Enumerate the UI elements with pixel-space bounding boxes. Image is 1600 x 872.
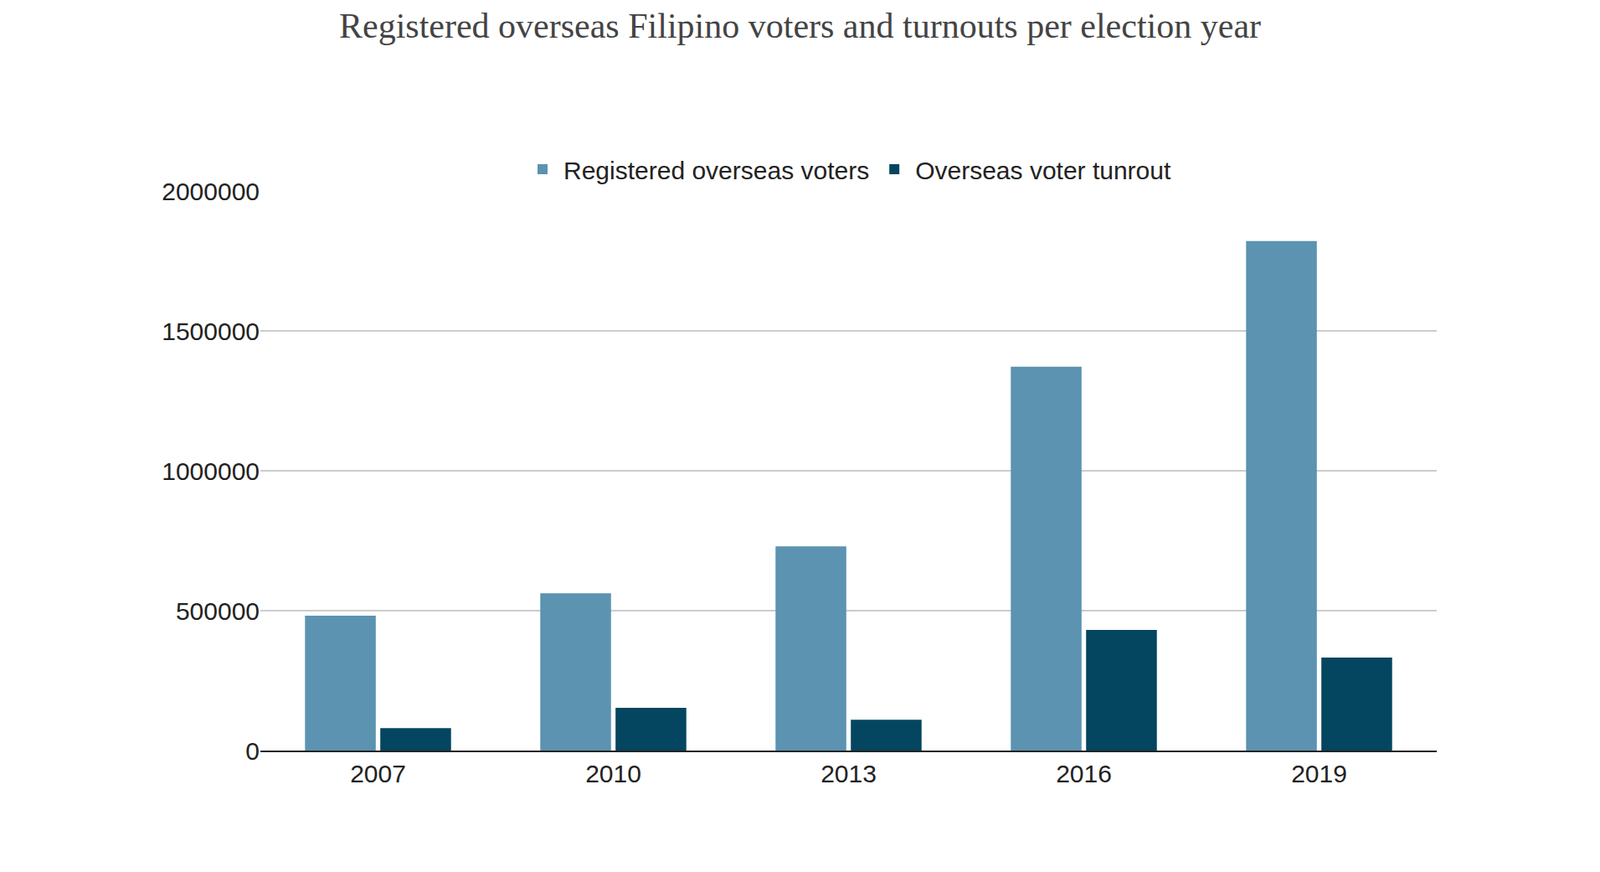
svg-text:500000: 500000: [175, 596, 260, 625]
svg-text:2000000: 2000000: [161, 177, 260, 206]
svg-text:Registered overseas voters: Registered overseas voters: [563, 156, 870, 185]
svg-text:Overseas voter tunrout: Overseas voter tunrout: [915, 156, 1172, 185]
svg-text:2016: 2016: [1055, 759, 1112, 788]
svg-text:1000000: 1000000: [161, 457, 260, 485]
svg-text:Registered overseas Filipino v: Registered overseas Filipino voters and …: [339, 6, 1261, 46]
svg-text:0: 0: [245, 736, 260, 765]
svg-text:2013: 2013: [820, 759, 877, 788]
svg-text:2019: 2019: [1291, 759, 1348, 788]
svg-text:2010: 2010: [585, 759, 642, 788]
svg-text:2007: 2007: [349, 759, 407, 788]
svg-text:1500000: 1500000: [161, 317, 260, 345]
